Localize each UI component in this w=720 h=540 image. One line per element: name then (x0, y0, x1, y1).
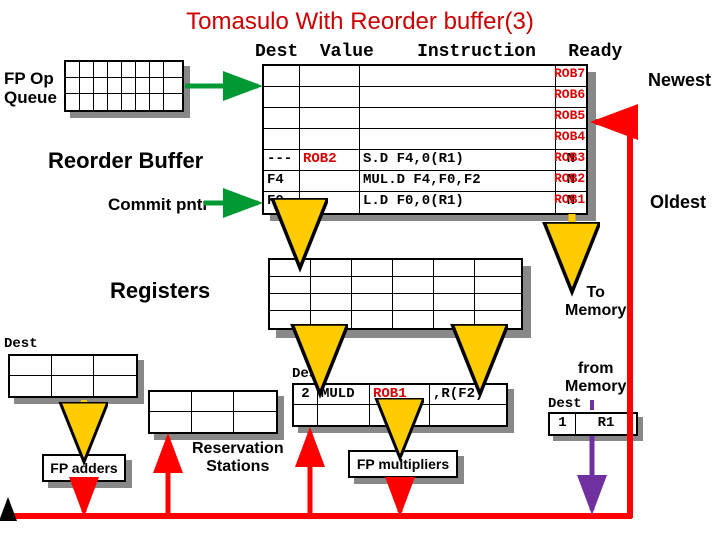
rob-cell-instr: MUL.D F4,F0,F2 (360, 171, 556, 191)
fp-multipliers-box: FP multipliers (348, 450, 458, 478)
registers (268, 258, 523, 330)
rob-cell-dest: F0 (264, 192, 300, 213)
reservation-station-add (148, 390, 278, 434)
commit-pntr-label: Commit pntr (108, 196, 209, 215)
rob-cell-instr: S.D F4,0(R1) (360, 150, 556, 170)
rob-tag: ROB7 (554, 66, 585, 81)
hdr-instr: Instruction (417, 42, 536, 62)
rob-cell-value: ROB2 (300, 150, 360, 170)
page-title: Tomasulo With Reorder buffer(3) (0, 8, 720, 36)
rob-cell-value (300, 87, 360, 107)
rob-tag: ROB4 (554, 129, 585, 144)
registers-label: Registers (110, 278, 210, 304)
fp-op-queue (64, 60, 184, 112)
dest-label-left: Dest (4, 336, 38, 352)
rob-tag: ROB5 (554, 108, 585, 123)
rob-cell-dest (264, 87, 300, 107)
reservation-station-mul: 2MULDROB1,R(F2) (292, 383, 508, 427)
reorder-buffer-label: Reorder Buffer (48, 148, 203, 174)
dest-label-mul: Dest (292, 366, 326, 382)
fp-op-queue-label: FP OpQueue (4, 70, 57, 107)
rob-tag: ROB6 (554, 87, 585, 102)
memdest-num: 1 (550, 414, 576, 436)
newest-label: Newest (648, 70, 711, 91)
rob-cell-value (300, 171, 360, 191)
rob-cell-value (300, 192, 360, 213)
rob-tag: ROB1 (554, 192, 585, 207)
rob-cell-value (300, 108, 360, 128)
rob-headers: Dest Value Instruction Ready (255, 42, 622, 62)
to-memory-label: ToMemory (565, 284, 626, 319)
rob-cell-value (300, 66, 360, 86)
rob-tag: ROB3 (554, 150, 585, 165)
fp-adders-box: FP adders (42, 454, 126, 482)
rob-cell-instr (360, 129, 556, 149)
rob-cell-value (300, 129, 360, 149)
rob-cell-dest: F4 (264, 171, 300, 191)
rob-cell-instr (360, 108, 556, 128)
rob-cell-dest: --- (264, 150, 300, 170)
rob-cell-instr: L.D F0,0(R1) (360, 192, 556, 213)
hdr-value: Value (320, 42, 374, 62)
rob-cell-dest (264, 129, 300, 149)
rob-cell-dest (264, 108, 300, 128)
hdr-dest: Dest (255, 42, 298, 62)
dest-table-left (8, 354, 138, 398)
reorder-buffer: ---ROB2S.D F4,0(R1)NF4MUL.D F4,F0,F2NF0L… (262, 64, 588, 215)
oldest-label: Oldest (650, 192, 706, 213)
rob-cell-instr (360, 87, 556, 107)
reservation-stations-label: ReservationStations (192, 440, 284, 475)
hdr-ready: Ready (568, 42, 622, 62)
rob-cell-instr (360, 66, 556, 86)
memdest-val: R1 (576, 414, 636, 436)
dest-label-mem: Dest (548, 396, 582, 412)
rob-cell-dest (264, 66, 300, 86)
rob-tag: ROB2 (554, 171, 585, 186)
from-memory-label: fromMemory (565, 360, 626, 395)
mem-dest-table: 1 R1 (548, 412, 638, 436)
